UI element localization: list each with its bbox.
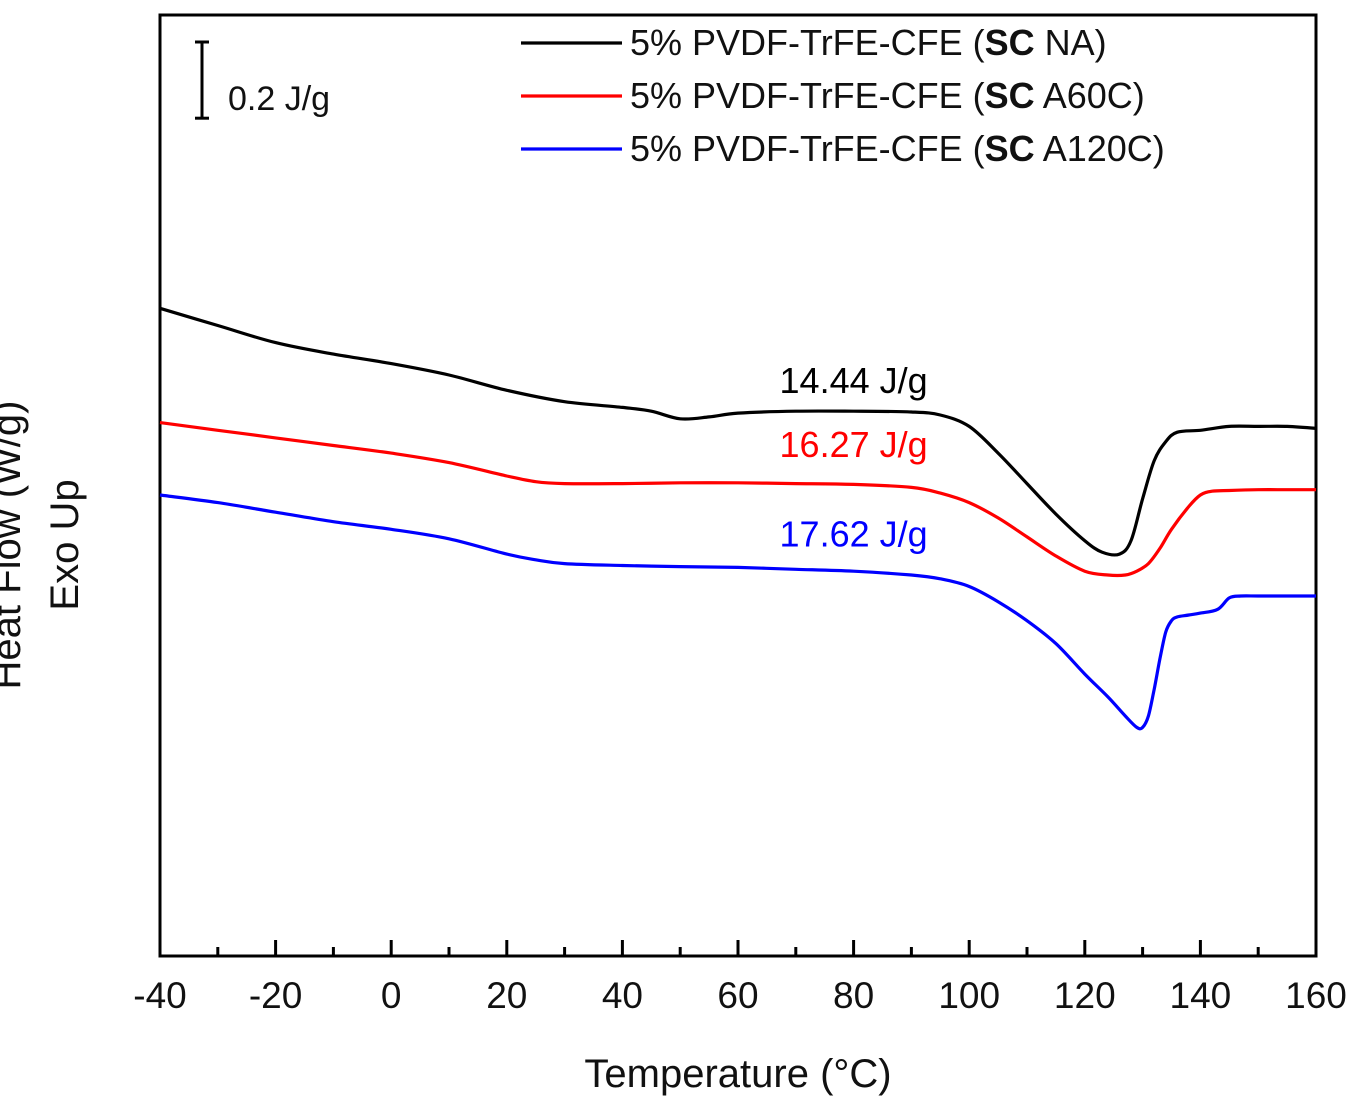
series-line-3 — [159, 493, 1316, 731]
x-axis-title: Temperature (°C) — [584, 1052, 891, 1096]
x-tick-label: 120 — [1054, 975, 1116, 1016]
legend-entry-2: 5% PVDF-TrFE-CFE (SC A60C) — [630, 75, 1145, 116]
y-axis-title: Heat Flow (W/g) Exo Up — [0, 401, 87, 690]
y-axis-title-line-1: Heat Flow (W/g) — [0, 401, 29, 690]
x-tick-label: -20 — [249, 975, 302, 1016]
annotation-3: 17.62 J/g — [780, 513, 928, 554]
series-line-1 — [159, 306, 1317, 557]
x-axis-tick-labels: -40 -20 0 20 40 60 80 100 120 140 160 — [133, 975, 1347, 1016]
x-tick-label: 0 — [381, 975, 402, 1016]
legend-entry-1: 5% PVDF-TrFE-CFE (SC NA) — [630, 22, 1107, 63]
x-tick-label: 160 — [1285, 975, 1347, 1016]
annotation-1: 14.44 J/g — [780, 360, 928, 401]
x-tick-label: 40 — [602, 975, 643, 1016]
annotation-layer: 14.44 J/g 16.27 J/g 17.62 J/g — [780, 360, 928, 555]
x-tick-label: 80 — [833, 975, 874, 1016]
legend: 5% PVDF-TrFE-CFE (SC NA) 5% PVDF-TrFE-CFE… — [521, 22, 1165, 169]
x-tick-label: 140 — [1170, 975, 1232, 1016]
annotation-2: 16.27 J/g — [780, 424, 928, 465]
y-axis-title-line-2: Exo Up — [43, 479, 87, 610]
x-axis-ticks — [158, 940, 1318, 956]
series-line-2 — [159, 421, 1316, 578]
scale-bar: 0.2 J/g — [195, 40, 330, 120]
x-tick-label: 100 — [938, 975, 1000, 1016]
x-tick-label: 60 — [717, 975, 758, 1016]
series-layer — [159, 306, 1317, 731]
x-tick-label: 20 — [486, 975, 527, 1016]
scale-bar-label: 0.2 J/g — [228, 80, 330, 118]
legend-entry-3: 5% PVDF-TrFE-CFE (SC A120C) — [630, 128, 1165, 169]
x-tick-label: -40 — [133, 975, 186, 1016]
